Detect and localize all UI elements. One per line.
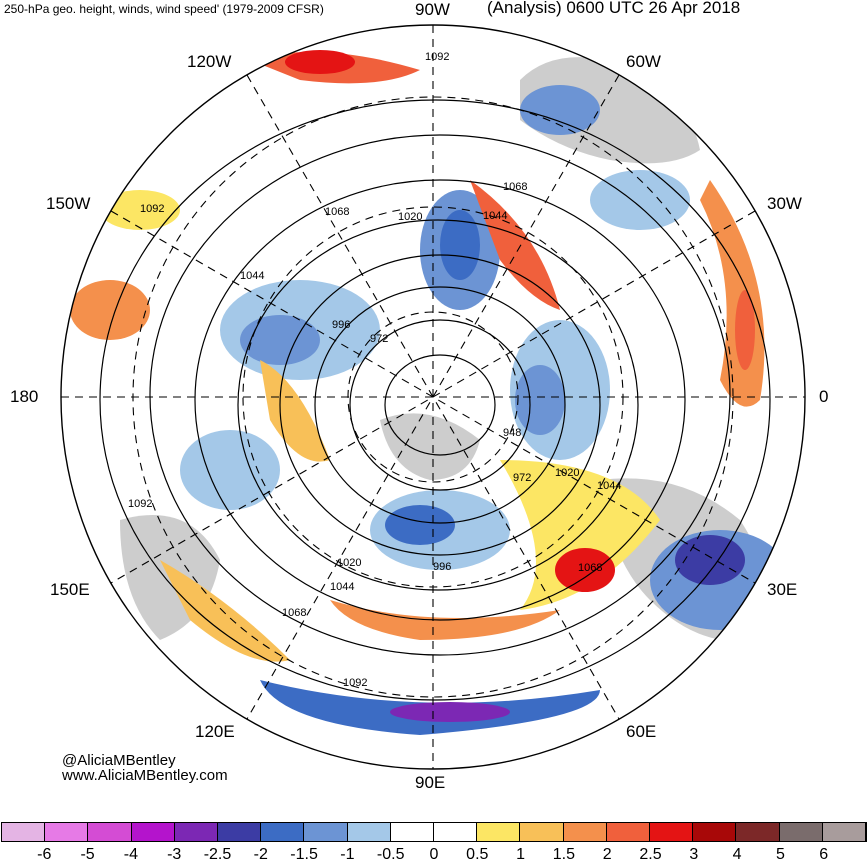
lon-label-150w: 150W <box>46 194 91 213</box>
lon-label-30e: 30E <box>767 580 798 599</box>
colorbar-swatch <box>822 823 867 841</box>
lon-label-30w: 30W <box>767 194 802 213</box>
lon-label-90w: 90W <box>415 0 450 19</box>
contour-label: 948 <box>503 427 521 439</box>
colorbar-swatch <box>304 823 348 841</box>
height-contours <box>99 99 771 701</box>
contour-label: 1092 <box>140 203 164 215</box>
colorbar-swatch <box>606 823 651 841</box>
contour-label: 1068 <box>325 206 349 218</box>
lon-label-60w: 60W <box>626 52 661 71</box>
colorbar-tick-label: 1 <box>516 846 526 863</box>
colorbar-swatch <box>131 823 175 841</box>
colorbar-swatch <box>347 823 391 841</box>
colorbar-tick-label: -2 <box>253 846 268 863</box>
colorbar-tick-label: 1.5 <box>552 846 576 863</box>
colorbar-tick-label: 4 <box>732 846 742 863</box>
colorbar-swatch <box>736 823 780 841</box>
colorbar-tick-label: -4 <box>123 846 138 863</box>
contour-label: 1092 <box>343 677 367 689</box>
contour-label: 1020 <box>337 557 361 569</box>
lon-label-0: 0 <box>819 387 829 406</box>
colorbar-swatch <box>477 823 521 841</box>
lon-label-180: 180 <box>10 387 39 406</box>
lon-label-90e: 90E <box>415 773 446 792</box>
colorbar-tick-label: -2.5 <box>203 846 232 863</box>
colorbar-tick-label: -6 <box>37 846 52 863</box>
colorbar-tick-label: 2.5 <box>639 846 662 863</box>
colorbar-swatch <box>88 823 132 841</box>
credit-website: www.AliciaMBentley.com <box>62 767 228 784</box>
lon-label-120w: 120W <box>187 52 232 71</box>
colorbar-tick-label: -3 <box>167 846 182 863</box>
contour-labels: 1092 1068 1044 1020 996 972 948 1092 106… <box>128 51 621 689</box>
colorbar-tick-label: 0.5 <box>466 846 489 863</box>
colorbar-swatch <box>434 823 478 841</box>
colorbar-tick-label: -1.5 <box>290 846 318 863</box>
colorbar-tick-label: -0.5 <box>376 846 405 863</box>
lon-label-150e: 150E <box>50 580 90 599</box>
analysis-time: (Analysis) 0600 UTC 26 Apr 2018 <box>487 0 741 17</box>
colorbar-swatch <box>2 823 46 841</box>
lon-label-120e: 120E <box>195 722 235 741</box>
colorbar-swatch <box>693 823 737 841</box>
colorbar-swatch <box>563 823 607 841</box>
colorbar-swatch <box>218 823 262 841</box>
map-boundary <box>60 24 806 770</box>
colorbar-swatch <box>779 823 823 841</box>
colorbar <box>1 822 867 842</box>
colorbar-swatch <box>520 823 564 841</box>
contour-label: 972 <box>370 333 388 345</box>
contour-label: 1044 <box>240 270 264 282</box>
colorbar-swatch <box>390 823 435 841</box>
contour-label: 972 <box>513 472 531 484</box>
contour-label: 1044 <box>597 480 621 492</box>
colorbar-tick-label: 5 <box>775 846 785 863</box>
contour-label: 1044 <box>483 210 507 222</box>
contour-label: 1068 <box>503 181 527 193</box>
contour-label: 1092 <box>128 498 152 510</box>
contour-label: 996 <box>332 319 350 331</box>
colorbar-swatch <box>650 823 694 841</box>
contour-label: 1068 <box>282 607 306 619</box>
contour-label: 1044 <box>330 581 354 593</box>
colorbar-tick-label: -1 <box>340 846 355 863</box>
colorbar-swatch <box>174 823 219 841</box>
colorbar-swatch <box>45 823 89 841</box>
graticule <box>61 25 805 769</box>
colorbar-tick-label: 6 <box>819 846 829 863</box>
colorbar-tick-label: 0 <box>429 846 439 863</box>
lon-label-60e: 60E <box>626 722 657 741</box>
colorbar-tick-label: 2 <box>602 846 612 863</box>
colorbar-tick-label: 3 <box>689 846 699 863</box>
credit-handle: @AliciaMBentley <box>62 752 176 769</box>
contour-label: 1092 <box>425 51 449 63</box>
colorbar-tick-label: -5 <box>80 846 95 863</box>
negative-anomalies <box>180 85 790 735</box>
map-title: 250-hPa geo. height, winds, wind speed' … <box>4 2 324 16</box>
contour-label: 1020 <box>398 211 422 223</box>
colorbar-swatch <box>261 823 305 841</box>
contour-label: 996 <box>433 561 451 573</box>
contour-label: 1020 <box>555 467 579 479</box>
contour-label: 1068 <box>578 562 602 574</box>
